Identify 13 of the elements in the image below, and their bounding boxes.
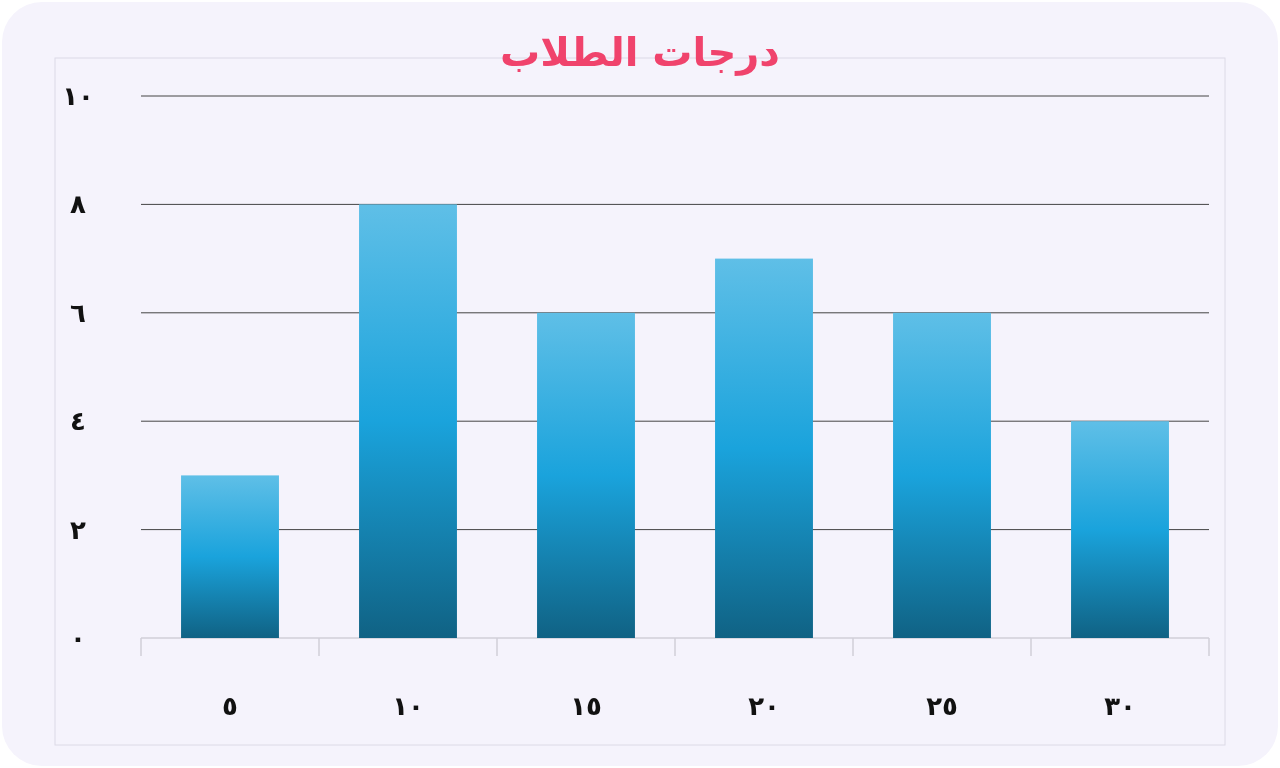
chart-title: درجات الطلاب <box>500 29 780 76</box>
y-tick-label: ٠ <box>70 623 86 653</box>
x-tick-label: ١٥ <box>570 691 602 721</box>
y-tick-label: ٢ <box>70 514 87 545</box>
y-tick-label: ٤ <box>70 406 86 437</box>
y-tick-label: ٨ <box>70 189 87 220</box>
x-tick-label: ١٠ <box>392 691 424 721</box>
x-tick-label: ٣٠ <box>1104 691 1136 721</box>
x-tick-label: ٥ <box>222 691 238 721</box>
x-tick-label: ٢٠ <box>748 691 780 721</box>
x-tick-label: ٢٥ <box>926 691 958 721</box>
y-tick-label: ٦ <box>70 297 86 328</box>
y-tick-label: ١٠ <box>62 81 94 111</box>
